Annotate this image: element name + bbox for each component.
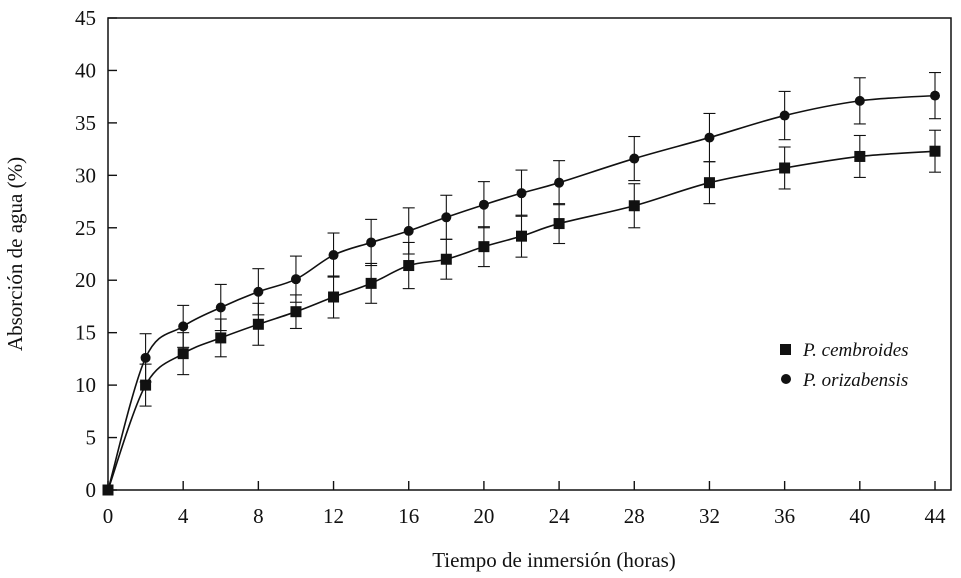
data-point-square: [553, 218, 565, 230]
legend: P. cembroides P. orizabensis: [780, 340, 909, 391]
x-tick-label: 0: [103, 504, 114, 528]
x-tick-label: 32: [699, 504, 720, 528]
data-point-circle: [290, 274, 301, 285]
data-point-circle: [629, 153, 640, 164]
y-tick-label: 5: [86, 426, 97, 450]
series-orizabensis: [103, 71, 941, 495]
legend-label-cembroides: P. cembroides: [802, 340, 909, 361]
data-point-square: [478, 241, 490, 253]
data-point-circle: [930, 90, 940, 101]
data-point-square: [252, 318, 264, 330]
data-point-circle: [854, 95, 865, 106]
y-tick-label: 20: [75, 268, 96, 292]
data-point-circle: [215, 302, 226, 313]
y-axis-title: Absorción de agua (%): [3, 157, 27, 351]
y-tick-label: 0: [86, 478, 97, 502]
data-point-square: [328, 291, 340, 303]
data-point-square: [628, 200, 640, 212]
y-tick-label: 40: [75, 58, 96, 82]
data-point-circle: [140, 352, 151, 363]
x-tick-label: 44: [925, 504, 947, 528]
y-tick-label: 30: [75, 163, 96, 187]
data-point-circle: [328, 250, 339, 261]
y-tick-label: 10: [75, 373, 96, 397]
x-tick-label: 8: [253, 504, 264, 528]
legend-label-orizabensis: P. orizabensis: [802, 370, 908, 391]
y-tick-label: 25: [75, 216, 96, 240]
data-point-circle: [403, 225, 414, 236]
y-axis: 0 5 10 15 20 25 30 35 40 45: [75, 6, 117, 502]
data-point-square: [703, 177, 715, 189]
data-point-square: [403, 260, 415, 272]
x-tick-label: 12: [323, 504, 344, 528]
data-point-square: [177, 348, 189, 360]
x-tick-label: 16: [398, 504, 419, 528]
data-point-circle: [253, 286, 264, 297]
data-point-square: [365, 277, 377, 289]
data-point-circle: [178, 321, 189, 332]
series-cembroides: [102, 129, 941, 496]
data-point-square: [215, 332, 227, 344]
data-point-circle: [103, 485, 113, 495]
x-tick-label: 20: [473, 504, 494, 528]
series-line: [107, 150, 936, 491]
data-point-circle: [478, 199, 489, 210]
legend-marker-circle: [781, 374, 791, 384]
legend-marker-square: [780, 344, 791, 355]
data-point-square: [290, 306, 302, 318]
data-point-circle: [779, 110, 790, 121]
x-tick-label: 28: [624, 504, 645, 528]
x-tick-label: 40: [849, 504, 870, 528]
x-tick-label: 36: [774, 504, 795, 528]
data-point-circle: [366, 237, 377, 248]
data-point-square: [929, 145, 941, 157]
data-point-square: [140, 379, 152, 391]
x-axis-title: Tiempo de inmersión (horas): [432, 548, 676, 572]
data-point-circle: [516, 188, 527, 199]
y-tick-label: 35: [75, 111, 96, 135]
data-point-circle: [704, 132, 715, 143]
y-tick-label: 15: [75, 321, 96, 345]
data-point-square: [440, 253, 452, 265]
y-tick-label: 45: [75, 6, 96, 30]
data-point-circle: [554, 177, 565, 188]
data-point-square: [854, 150, 866, 162]
data-point-circle: [441, 212, 452, 223]
series-layer: [102, 71, 941, 496]
x-tick-label: 24: [549, 504, 571, 528]
plot-frame: [107, 17, 952, 491]
data-point-square: [516, 230, 527, 242]
data-point-square: [779, 162, 791, 174]
series-line: [107, 94, 936, 491]
x-axis: 0 4 8 12 16 20 24 28 32 36 40 44: [103, 481, 946, 528]
x-tick-label: 4: [178, 504, 189, 528]
